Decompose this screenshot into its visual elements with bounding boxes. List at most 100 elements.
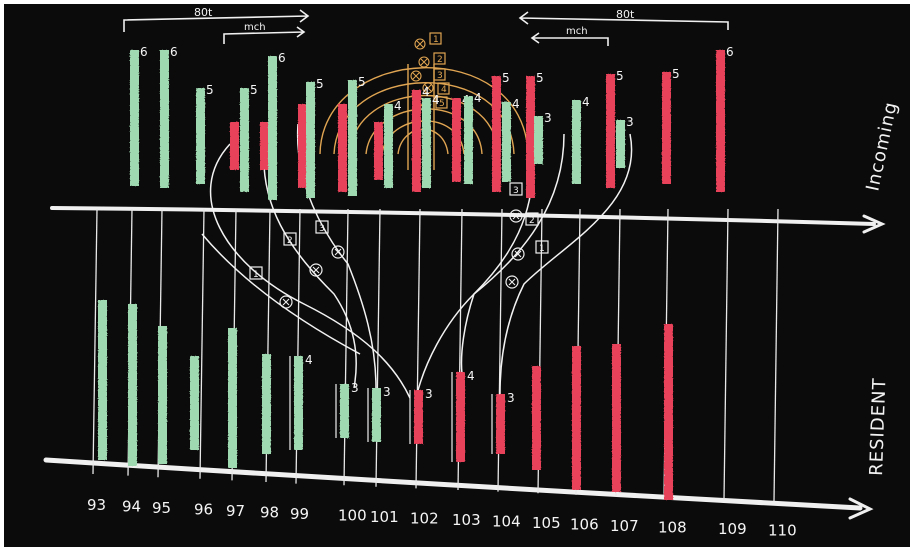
- tick-label: 108: [658, 519, 687, 537]
- incoming-bar: [422, 98, 431, 188]
- incoming-bar: [716, 50, 725, 192]
- incoming-axis-arrow: [862, 214, 886, 234]
- resident-bar: [294, 356, 303, 450]
- top-order-marker: 3: [437, 71, 443, 81]
- tick-labels: 93 94 95 96 97 98 99 100 101 102 103 104 105 106 107 10…: [87, 496, 797, 540]
- top-cross-circle-icon: [410, 70, 422, 82]
- resident-bar: [664, 324, 673, 500]
- top-order-box: [435, 96, 448, 109]
- incoming-bar-label: 6: [140, 45, 148, 59]
- resident-bar: [532, 366, 541, 470]
- incoming-bar: [130, 50, 139, 186]
- incoming-bar-label: 4: [422, 85, 430, 99]
- incoming-bar-label: 4: [394, 99, 402, 113]
- top-order-box: [433, 68, 446, 81]
- incoming-bar-label: 4: [512, 97, 520, 111]
- top-order-marker: 1: [433, 35, 439, 45]
- right-range-label: 80t: [616, 8, 635, 21]
- resident-bar: [414, 390, 423, 444]
- order-marker-right: 2: [529, 216, 535, 226]
- incoming-bar-label: 6: [170, 45, 178, 59]
- top-cross-mark: [420, 58, 428, 66]
- resident-bar: [128, 304, 137, 466]
- right-sub-arrow: [530, 32, 609, 46]
- resident-bar: [262, 354, 271, 454]
- tick-label: 100: [338, 507, 367, 525]
- cross-mark: [312, 266, 320, 274]
- top-cross-mark: [424, 84, 432, 92]
- cross-mark: [512, 212, 520, 220]
- guide-line: [415, 208, 421, 489]
- incoming-bar: [260, 122, 269, 170]
- incoming-bar: [348, 80, 357, 196]
- incoming-bar-label: 5: [672, 67, 680, 81]
- order-marker-right: 1: [539, 244, 545, 254]
- resident-bar: [98, 300, 107, 460]
- order-marker-box: [509, 182, 523, 196]
- incoming-bar: [662, 72, 671, 184]
- tick-label: 98: [260, 504, 279, 522]
- order-marker-box: [315, 220, 329, 234]
- top-cross-circle-icon: [418, 56, 430, 68]
- resident-bar-label: 4: [467, 369, 475, 383]
- crossing-markers: 1 2 3 3 2 1: [249, 182, 549, 309]
- incoming-bar-label: 5: [616, 69, 624, 83]
- tick-label: 93: [87, 496, 106, 514]
- right-sub-label: mch: [566, 26, 588, 37]
- resident-axis: [43, 457, 863, 511]
- order-marker-left: 2: [287, 236, 293, 246]
- top-order-box: [429, 32, 442, 45]
- top-cross-mark: [416, 40, 424, 48]
- resident-bar: [158, 326, 167, 464]
- incoming-bar-label: 5: [502, 71, 510, 85]
- resident-bar-label: 4: [305, 353, 313, 367]
- incoming-bar: [412, 90, 421, 192]
- guide-line: [375, 208, 381, 487]
- guide-lines: [92, 208, 779, 502]
- incoming-bar-label: 6: [726, 45, 734, 59]
- tick-label: 107: [610, 517, 639, 535]
- cross-circle-icon: [511, 247, 525, 261]
- top-order-box: [433, 52, 446, 65]
- incoming-bar: [534, 116, 543, 164]
- incoming-bar: [492, 76, 501, 192]
- resident-bar: [612, 344, 621, 492]
- resident-bar: [456, 372, 465, 462]
- tick-label: 99: [290, 505, 309, 523]
- left-sub-arrow: [223, 26, 306, 44]
- incoming-bar: [160, 50, 169, 188]
- axes: [43, 206, 886, 520]
- tick-label: 104: [492, 513, 521, 531]
- top-annotations: [123, 9, 729, 46]
- order-marker-box: [249, 266, 263, 280]
- cross-circle-icon: [509, 209, 523, 223]
- cross-circle-icon: [331, 245, 345, 259]
- order-marker-box: [283, 232, 297, 246]
- incoming-bar: [298, 104, 307, 188]
- incoming-bar: [526, 76, 535, 198]
- resident-axis-arrow: [848, 497, 874, 520]
- left-range-label: 80t: [194, 6, 213, 19]
- resident-bars: 4 3 3 3 4 3: [98, 300, 673, 500]
- incoming-bar-label: 5: [316, 77, 324, 91]
- incoming-bar-label: 3: [544, 111, 552, 125]
- incoming-bar: [268, 56, 277, 200]
- resident-bar: [372, 388, 381, 442]
- incoming-axis-label: Incoming: [862, 100, 901, 193]
- left-sub-label: mch: [244, 22, 266, 33]
- guide-line: [92, 208, 98, 475]
- incoming-bar: [338, 104, 347, 192]
- order-marker-left: 3: [319, 224, 325, 234]
- resident-bar: [496, 394, 505, 454]
- incoming-bar-label: 4: [582, 95, 590, 109]
- top-order-box: [437, 82, 450, 95]
- incoming-bar: [384, 104, 393, 188]
- incoming-bar: [464, 96, 473, 184]
- incoming-axis: [50, 206, 876, 226]
- order-marker-box: [535, 240, 549, 254]
- incoming-bar-label: 5: [250, 83, 258, 97]
- guide-line: [199, 208, 205, 479]
- cross-circle-icon: [505, 275, 519, 289]
- incoming-bar-label: 6: [278, 51, 286, 65]
